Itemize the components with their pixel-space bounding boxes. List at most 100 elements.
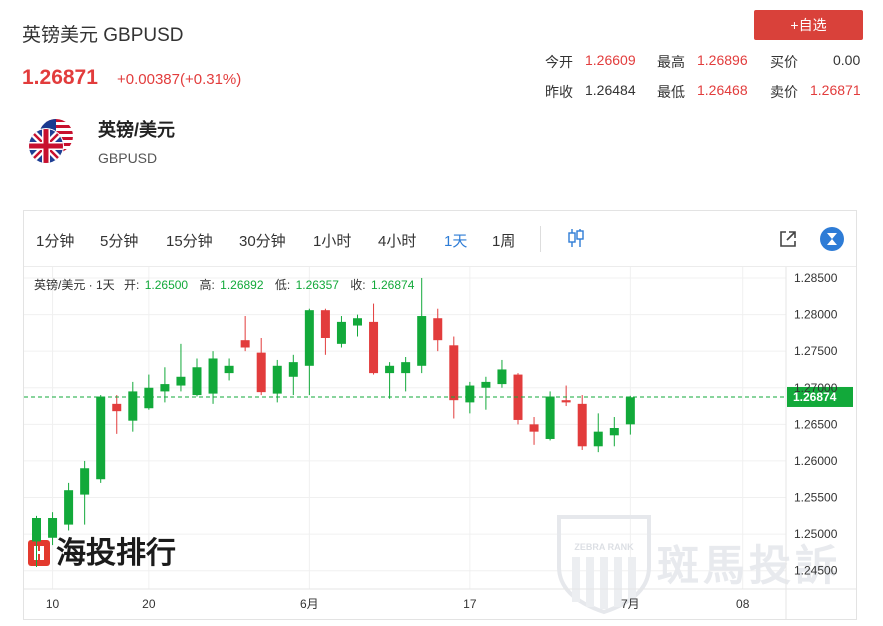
external-link-icon[interactable] — [779, 230, 797, 248]
candle — [513, 373, 523, 425]
candle — [256, 337, 266, 396]
current-price-box — [787, 386, 853, 407]
candle — [64, 482, 74, 531]
legend-low-label: 低: — [275, 278, 290, 292]
candle — [481, 376, 491, 410]
y-tick-label: 1.25500 — [794, 491, 838, 505]
tab-15min[interactable]: 15分钟 — [166, 233, 213, 250]
candle — [545, 391, 555, 441]
candle — [48, 512, 58, 546]
candle — [112, 395, 122, 434]
candle-body — [96, 396, 106, 480]
open-value: 1.26609 — [585, 52, 636, 68]
candle — [144, 374, 154, 410]
y-tick-label: 1.24500 — [794, 564, 838, 578]
candle — [529, 417, 539, 445]
candle-body — [577, 403, 587, 447]
candle — [304, 308, 314, 396]
current-price-label: 1.26874 — [793, 390, 837, 404]
legend-open: 1.26500 — [145, 278, 189, 292]
candle — [336, 316, 346, 348]
candle — [577, 395, 587, 450]
candle — [224, 358, 234, 381]
candle — [417, 277, 427, 374]
candles — [32, 277, 635, 568]
low-label: 最低 — [657, 84, 685, 100]
candlestick-icon[interactable] — [566, 228, 586, 248]
candle-body — [304, 310, 314, 366]
x-tick-label: 08 — [736, 597, 750, 611]
legend-open-label: 开: — [124, 278, 139, 292]
x-tick-label: 7月 — [621, 597, 640, 611]
tab-30min[interactable]: 30分钟 — [239, 233, 286, 250]
tab-4hour[interactable]: 4小时 — [378, 233, 417, 250]
high-value: 1.26896 — [697, 52, 748, 68]
candle-body — [609, 428, 619, 436]
candle-body — [545, 396, 555, 439]
zebra-watermark-text: 斑馬投訴 — [657, 542, 841, 589]
candle — [128, 381, 138, 432]
toolbar-divider — [540, 226, 541, 252]
y-axis: 1.28500 1.28000 1.27500 1.27000 1.26500 1.260… — [24, 267, 856, 619]
legend-name: 英镑/美元 · 1天 — [34, 277, 115, 292]
candle — [32, 515, 41, 568]
tab-1min[interactable]: 1分钟 — [36, 233, 75, 250]
candle — [593, 413, 603, 453]
candlestick-chart[interactable]: ZEBRA RANK 斑馬投訴 海投排行 1.26874 1.285001.28… — [24, 267, 856, 619]
add-watchlist-button[interactable]: +自选 — [754, 10, 863, 40]
candle — [353, 314, 362, 337]
low-value: 1.26468 — [697, 82, 748, 98]
candle-body — [128, 391, 138, 421]
candle-body — [336, 321, 346, 344]
candle-body — [32, 518, 41, 542]
candle-body — [112, 403, 122, 412]
legend-high-label: 高: — [199, 277, 214, 292]
candle-body — [80, 468, 90, 495]
y-tick-label: 1.28000 — [794, 308, 838, 322]
prev-close-label: 昨收 — [545, 84, 573, 100]
zebra-badge-text: ZEBRA RANK — [574, 542, 634, 552]
candle — [433, 308, 443, 352]
prev-close-value: 1.26484 — [585, 82, 636, 98]
tab-5min[interactable]: 5分钟 — [100, 233, 139, 250]
chart-panel — [23, 210, 857, 620]
tab-1hour[interactable]: 1小时 — [313, 233, 352, 250]
y-tick-label: 1.25000 — [794, 527, 838, 541]
x-tick-label: 6月 — [300, 597, 319, 611]
candle — [272, 359, 282, 403]
y-tick-label: 1.27500 — [794, 344, 838, 358]
candle-body — [240, 340, 250, 348]
haitou-watermark: 海投排行 — [28, 537, 176, 570]
candle-body — [497, 369, 507, 385]
price-change: +0.00387(+0.31%) — [117, 71, 242, 88]
candle-body — [224, 365, 234, 374]
candle — [192, 358, 202, 397]
open-label: 今开 — [545, 54, 573, 70]
candle — [80, 460, 90, 525]
uk-us-flag-icon — [28, 119, 73, 164]
sell-value: 1.26871 — [810, 82, 861, 98]
x-tick-label: 20 — [142, 597, 156, 611]
candle — [497, 359, 507, 388]
candle — [401, 357, 411, 392]
candle-body — [208, 358, 218, 394]
candle — [240, 316, 250, 352]
candle-body — [369, 321, 379, 374]
legend-high: 1.26892 — [220, 278, 264, 292]
hourglass-logo-icon[interactable] — [820, 227, 844, 251]
instrument-code: GBPUSD — [98, 150, 158, 166]
candle — [561, 385, 571, 407]
ohlc-legend: 英镑/美元 · 1天 开: 1.26500 高: 1.26892 低: 1.26… — [34, 277, 415, 292]
tab-1day[interactable]: 1天 — [444, 233, 468, 250]
candle-body — [320, 310, 330, 338]
sell-label: 卖价 — [770, 84, 798, 100]
candle-body — [353, 318, 362, 326]
candle — [625, 395, 635, 435]
legend-low: 1.26357 — [296, 278, 340, 292]
tab-1week[interactable]: 1周 — [492, 233, 516, 250]
candle-body — [176, 376, 186, 386]
candle-body — [192, 367, 202, 396]
candle-body — [465, 385, 475, 403]
x-tick-label: 10 — [46, 597, 60, 611]
candle-body — [272, 365, 282, 394]
